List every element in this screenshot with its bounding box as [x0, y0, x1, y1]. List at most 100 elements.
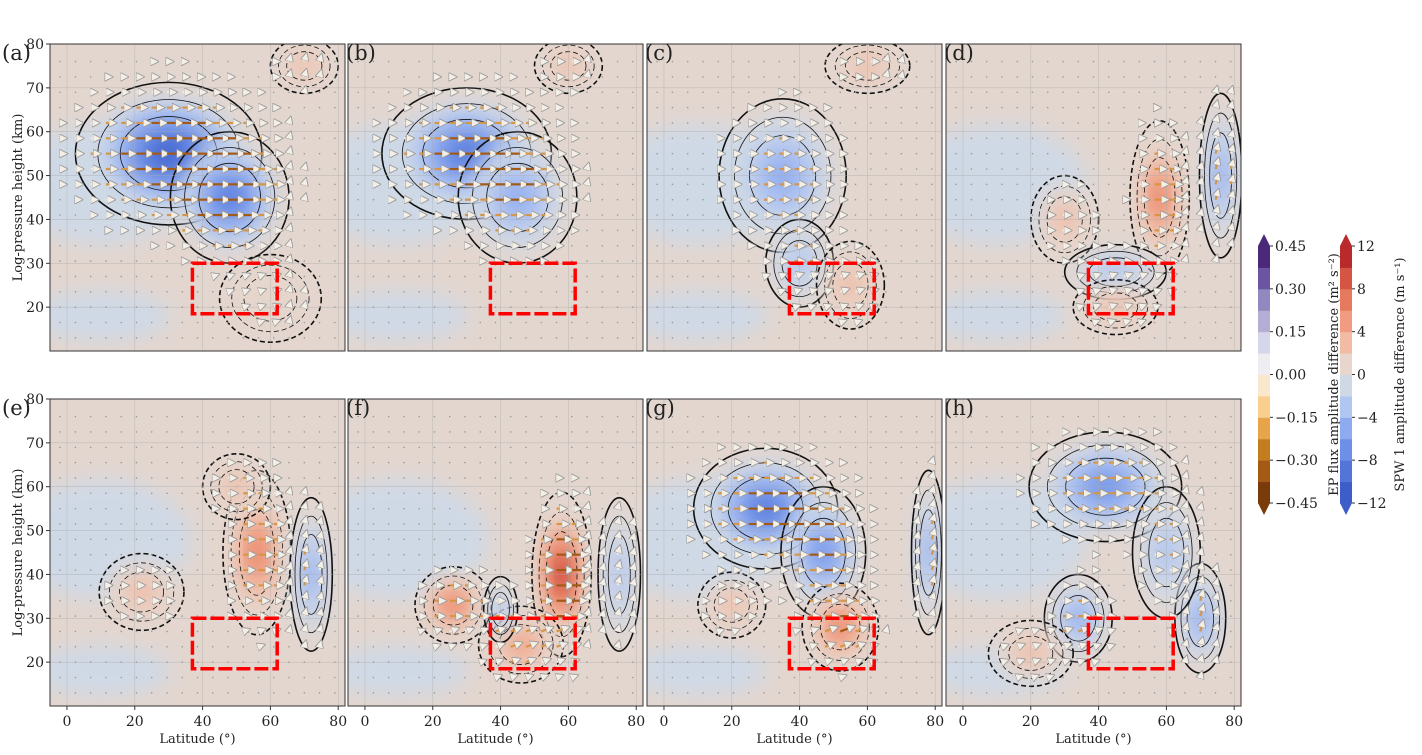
- vector-dot: [915, 91, 918, 94]
- ep-flux-arrow: [510, 644, 519, 647]
- vector-dot: [970, 431, 973, 433]
- vector-dot: [166, 507, 168, 510]
- vector-dot: [403, 477, 405, 479]
- vector-dot: [387, 538, 390, 541]
- vector-dot: [89, 275, 92, 278]
- vector-dot: [166, 260, 168, 262]
- ep-flux-arrow: [1231, 162, 1233, 170]
- vector-dot: [656, 122, 658, 124]
- vector-dot: [181, 290, 184, 293]
- vector-dot: [257, 60, 260, 63]
- vector-dot: [793, 60, 796, 63]
- vector-dot: [1016, 337, 1019, 339]
- vector-dot: [448, 446, 451, 449]
- vector-dot: [686, 91, 689, 94]
- vector-dot: [89, 446, 92, 449]
- vector-dot: [915, 275, 918, 278]
- ep-flux-arrow: [825, 306, 829, 307]
- ep-flux-arrow: [825, 660, 830, 662]
- anomaly-weak: [946, 290, 1067, 341]
- vector-dot: [59, 415, 61, 418]
- vector-dot: [885, 137, 887, 140]
- vector-dot: [464, 538, 466, 541]
- vector-dot: [1062, 676, 1064, 679]
- ep-flux-arrow: [733, 630, 736, 631]
- vector-dot: [1184, 446, 1186, 449]
- vector-dot: [1230, 461, 1232, 464]
- colorbar-segment: [1340, 395, 1352, 418]
- ep-flux-arrow: [540, 628, 550, 631]
- vector-dot: [656, 431, 658, 433]
- vector-dot: [1230, 415, 1232, 418]
- ep-flux-arrow: [1216, 258, 1217, 261]
- vector-dot: [120, 692, 123, 694]
- vector-dot: [196, 692, 199, 694]
- vector-dot: [59, 676, 61, 679]
- vector-dot: [318, 260, 321, 262]
- vector-dot: [1107, 661, 1110, 663]
- ep-flux-arrow: [1185, 659, 1186, 662]
- ep-flux-arrow: [602, 566, 603, 570]
- vector-dot: [1214, 676, 1217, 679]
- region-box: [1086, 616, 1175, 671]
- ep-flux-arrow: [618, 534, 619, 540]
- panel-c: (c): [645, 41, 943, 352]
- x-tick-label: 40: [194, 714, 212, 730]
- vector-dot: [135, 553, 138, 556]
- ep-flux-arrow: [1200, 536, 1201, 539]
- vector-dot: [181, 676, 184, 679]
- vector-dot: [1214, 492, 1217, 495]
- ep-flux-arrow: [1185, 489, 1186, 493]
- colorbar-tick-label: −12: [1357, 496, 1387, 512]
- vector-dot: [732, 661, 735, 663]
- vector-dot: [181, 477, 184, 479]
- ep-flux-arrow: [320, 549, 322, 555]
- vector-dot: [955, 337, 957, 339]
- vector-dot: [464, 431, 466, 433]
- vector-dot: [955, 198, 957, 201]
- vector-dot: [150, 446, 153, 449]
- vector-dot: [1107, 60, 1110, 63]
- vector-dot: [74, 492, 77, 495]
- vector-dot: [869, 137, 872, 140]
- vector-dot: [150, 306, 153, 308]
- vector-dot: [288, 337, 290, 339]
- vector-dot: [747, 306, 750, 308]
- vector-dot: [656, 676, 658, 679]
- vector-dot: [717, 275, 720, 278]
- vector-dot: [702, 321, 704, 324]
- vector-dot: [632, 122, 634, 124]
- ep-flux-arrow: [618, 520, 619, 524]
- vector-dot: [808, 692, 811, 694]
- vector-dot: [334, 692, 336, 694]
- vector-dot: [955, 137, 957, 140]
- vector-dot: [1046, 337, 1049, 339]
- ep-flux-arrow: [917, 565, 918, 570]
- vector-dot: [433, 461, 436, 464]
- vector-dot: [242, 60, 245, 63]
- vector-dot: [1016, 446, 1019, 449]
- vector-dot: [1092, 76, 1095, 78]
- vector-dot: [1107, 569, 1110, 571]
- vector-dot: [479, 692, 482, 694]
- ep-flux-arrow: [809, 629, 816, 631]
- vector-dot: [479, 306, 482, 308]
- vector-dot: [1199, 306, 1202, 308]
- vector-dot: [869, 492, 872, 495]
- vector-dot: [824, 321, 826, 324]
- vector-dot: [900, 168, 903, 170]
- vector-dot: [656, 214, 658, 216]
- vector-dot: [387, 676, 390, 679]
- vector-dot: [586, 229, 588, 232]
- ep-flux-arrow: [1094, 661, 1097, 662]
- vector-dot: [135, 431, 138, 433]
- vector-dot: [854, 229, 857, 232]
- vector-dot: [272, 446, 275, 449]
- vector-dot: [448, 461, 451, 464]
- vector-dot: [1062, 137, 1064, 140]
- ep-flux-arrow: [1094, 290, 1098, 292]
- vector-dot: [120, 492, 123, 495]
- vector-dot: [671, 507, 674, 510]
- vector-dot: [540, 321, 543, 324]
- vector-dot: [150, 523, 153, 525]
